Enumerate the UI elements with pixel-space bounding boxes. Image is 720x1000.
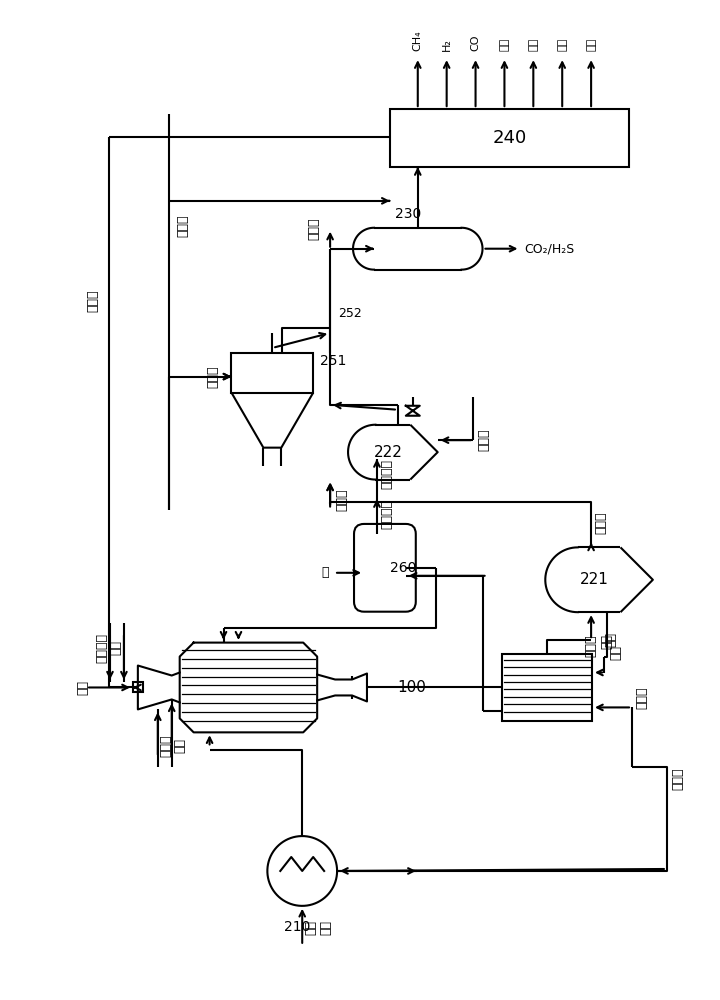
Text: 饱和蒸汽: 饱和蒸汽 <box>380 499 393 529</box>
Text: 230: 230 <box>395 207 421 221</box>
Bar <box>232 353 313 393</box>
Text: 混合气: 混合气 <box>585 634 598 657</box>
Text: 210: 210 <box>284 920 310 934</box>
Text: 补充燃料: 补充燃料 <box>95 633 108 663</box>
Text: 222: 222 <box>374 445 402 460</box>
Text: 混合气: 混合气 <box>86 289 99 312</box>
Text: 乙烯: 乙烯 <box>500 38 510 51</box>
Text: 混合气: 混合气 <box>176 215 189 237</box>
Text: 251: 251 <box>320 354 346 368</box>
Text: 急冷油: 急冷油 <box>635 686 648 709</box>
Text: 给水: 给水 <box>609 645 622 660</box>
Text: CO₂/H₂S: CO₂/H₂S <box>524 242 575 255</box>
Text: H₂: H₂ <box>441 38 451 51</box>
Text: 过热蒸汽: 过热蒸汽 <box>380 459 393 489</box>
Text: 乙炱: 乙炱 <box>528 38 539 51</box>
Text: 水蒸气: 水蒸气 <box>160 734 173 757</box>
Text: 裂解
原料: 裂解 原料 <box>305 920 332 935</box>
Bar <box>390 109 629 167</box>
Text: 水: 水 <box>322 566 329 579</box>
FancyBboxPatch shape <box>354 524 415 612</box>
Text: 给水: 给水 <box>605 632 618 647</box>
Text: 回水: 回水 <box>600 634 613 649</box>
Text: 冷却水: 冷却水 <box>477 429 490 451</box>
Text: 混合气: 混合气 <box>594 511 607 534</box>
Text: 燃料: 燃料 <box>76 680 89 695</box>
Text: CH₄: CH₄ <box>413 31 423 51</box>
Text: 252: 252 <box>338 307 362 320</box>
Bar <box>503 654 592 721</box>
Text: CO: CO <box>471 35 480 51</box>
Bar <box>133 682 143 692</box>
Text: 混合气: 混合气 <box>307 218 320 240</box>
Text: 丙烯: 丙烯 <box>557 38 567 51</box>
Text: 260: 260 <box>390 561 416 575</box>
Text: 急冷油: 急冷油 <box>672 768 685 790</box>
Text: 混合气: 混合气 <box>335 488 348 511</box>
Text: 混合气: 混合气 <box>207 365 220 388</box>
Text: 给水: 给水 <box>174 738 186 753</box>
Text: 丁烯: 丁烯 <box>586 38 596 51</box>
Text: 纯氧: 纯氧 <box>109 640 122 655</box>
Text: 100: 100 <box>397 680 426 695</box>
Text: 240: 240 <box>492 129 526 147</box>
Text: 221: 221 <box>580 572 608 587</box>
